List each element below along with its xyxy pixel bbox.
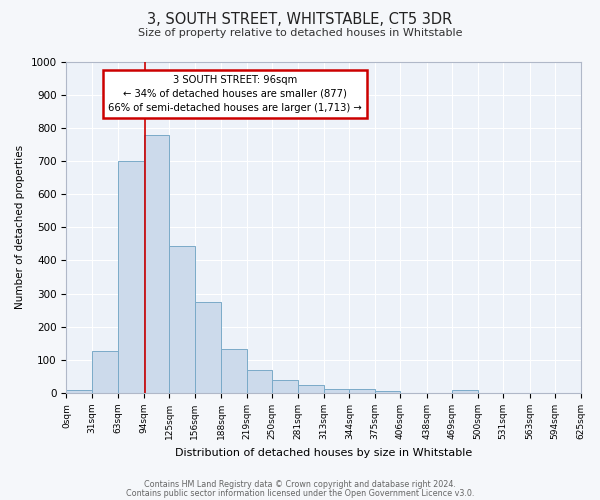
Bar [169, 246, 195, 393]
Bar [375, 392, 400, 393]
Text: Size of property relative to detached houses in Whitstable: Size of property relative to detached ho… [138, 28, 462, 38]
Bar [247, 370, 272, 393]
Text: 3, SOUTH STREET, WHITSTABLE, CT5 3DR: 3, SOUTH STREET, WHITSTABLE, CT5 3DR [148, 12, 452, 28]
Bar [221, 349, 247, 393]
Bar [118, 161, 144, 393]
Bar [92, 351, 118, 393]
Text: Contains public sector information licensed under the Open Government Licence v3: Contains public sector information licen… [126, 488, 474, 498]
Text: 3 SOUTH STREET: 96sqm
← 34% of detached houses are smaller (877)
66% of semi-det: 3 SOUTH STREET: 96sqm ← 34% of detached … [108, 75, 362, 113]
Bar [67, 390, 92, 393]
Bar [144, 135, 169, 393]
Bar [349, 389, 375, 393]
Bar [298, 385, 324, 393]
X-axis label: Distribution of detached houses by size in Whitstable: Distribution of detached houses by size … [175, 448, 472, 458]
Text: Contains HM Land Registry data © Crown copyright and database right 2024.: Contains HM Land Registry data © Crown c… [144, 480, 456, 489]
Bar [195, 302, 221, 393]
Bar [452, 390, 478, 393]
Bar [324, 389, 349, 393]
Bar [272, 380, 298, 393]
Y-axis label: Number of detached properties: Number of detached properties [15, 145, 25, 310]
